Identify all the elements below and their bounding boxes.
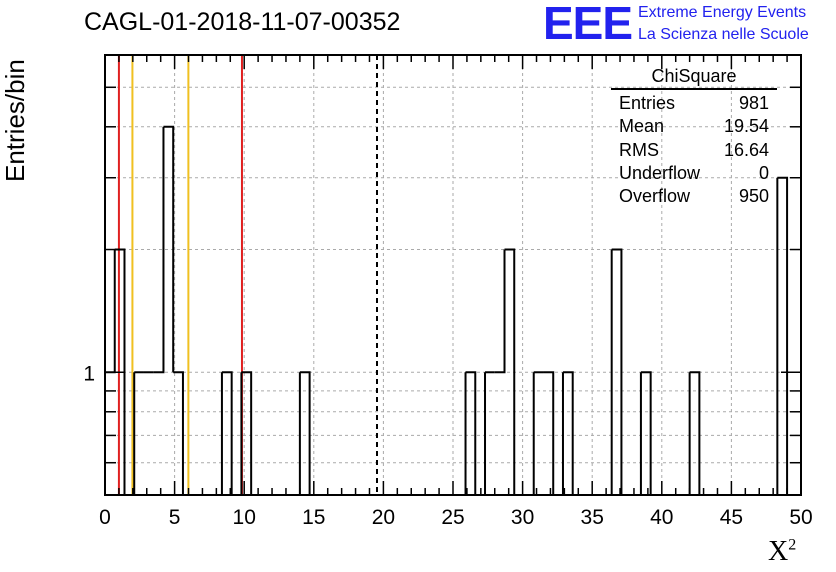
histogram-bin (777, 176, 789, 495)
histogram-bin (689, 371, 701, 495)
x-tick-label: 0 (99, 506, 111, 529)
histogram-bin (163, 125, 175, 373)
x-tick-label: 50 (789, 506, 812, 529)
histogram-bin (299, 371, 311, 495)
stats-title: ChiSquare (611, 66, 777, 90)
stats-label: Entries (619, 93, 676, 113)
histogram-bin (504, 248, 516, 495)
stats-row-rms: RMS 16.64 (611, 139, 777, 162)
y-axis-ticks: 1 (83, 54, 801, 496)
x-axis-ticks: 0 5 10 15 20 25 30 35 40 45 50 (99, 55, 813, 529)
stats-row-overflow: Overflow 950 (611, 185, 777, 208)
chart-title: CAGL-01-2018-11-07-00352 (84, 8, 401, 36)
stats-label: Mean (619, 116, 665, 137)
x-axis-label-sup: 2 (788, 536, 797, 554)
logo-mark: EEE (543, 0, 633, 49)
histogram-bin (543, 371, 555, 495)
histogram-bin (494, 249, 506, 374)
x-tick-label: 25 (441, 506, 464, 529)
logo-line-1: Extreme Energy Events (638, 4, 807, 21)
x-tick-label: 10 (233, 506, 256, 529)
stats-value: 0 (758, 162, 769, 183)
logo-line-2: La Scienza nelle Scuole (638, 26, 809, 43)
x-axis-label-base: X (768, 536, 789, 567)
histogram-bin (640, 371, 652, 495)
stats-row-mean: Mean 19.54 (611, 115, 777, 138)
y-tick-label: 1 (83, 362, 95, 385)
eee-logo: EEE Extreme Energy Events La Scienza nel… (543, 0, 833, 49)
x-tick-label: 45 (720, 506, 743, 529)
histogram-bin (221, 371, 233, 495)
histogram-bin (465, 371, 477, 495)
stats-box: ChiSquare Entries 981 Mean 19.54 RMS 16.64 … (611, 66, 777, 208)
histogram-bin (173, 371, 184, 495)
x-tick-label: 5 (169, 506, 181, 529)
reference-lines (117, 55, 378, 495)
stats-label: RMS (619, 139, 659, 160)
stats-label: Underflow (619, 162, 701, 183)
stats-value: 981 (738, 93, 769, 113)
histogram-bin (562, 371, 574, 495)
x-axis-label: X2 (768, 536, 796, 568)
histogram-bin (114, 248, 126, 495)
stats-row-entries: Entries 981 (611, 92, 777, 115)
stats-value: 19.54 (723, 116, 769, 137)
histogram-bin (767, 177, 779, 496)
histogram-bin (153, 126, 165, 374)
x-tick-label: 15 (302, 506, 325, 529)
histogram-bin (611, 248, 623, 495)
x-tick-label: 30 (511, 506, 534, 529)
x-tick-label: 20 (372, 506, 395, 529)
stats-row-underflow: Underflow 0 (611, 162, 777, 185)
y-axis-label: Entries/bin (0, 59, 30, 182)
x-tick-label: 40 (650, 506, 673, 529)
stats-value: 950 (738, 186, 769, 207)
stats-value: 16.64 (723, 139, 769, 160)
histogram-bin (241, 371, 253, 495)
x-tick-label: 35 (581, 506, 604, 529)
stats-label: Overflow (619, 186, 691, 207)
